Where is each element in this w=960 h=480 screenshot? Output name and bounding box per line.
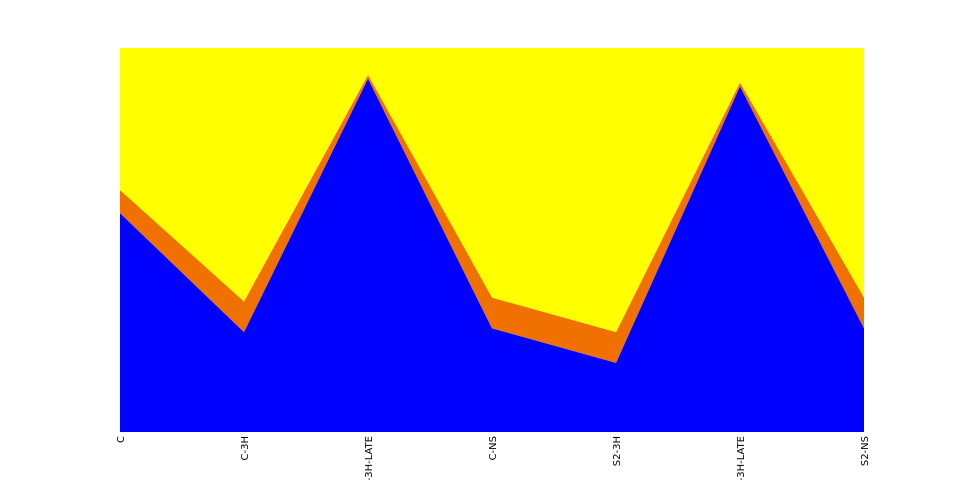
x-tick-label: S2-3H [612,436,623,466]
area-series-2 [120,48,864,333]
x-tick-label: S2-3H-LATE [736,436,747,480]
x-tick-label: S2-NS [860,436,871,466]
x-tick-labels: C C-3H S1-3H-LATE C-NS S2-3H S2-3H-LATE S2-NS [116,436,871,480]
areas-layer [120,48,864,432]
area-series-1 [120,74,864,363]
x-tick-label: C [116,436,127,443]
x-tick-label: S1-3H-LATE [364,436,375,480]
x-tick-label: C-NS [488,436,499,460]
area-series-0 [120,78,864,432]
x-tick-label: C-3H [240,436,251,460]
